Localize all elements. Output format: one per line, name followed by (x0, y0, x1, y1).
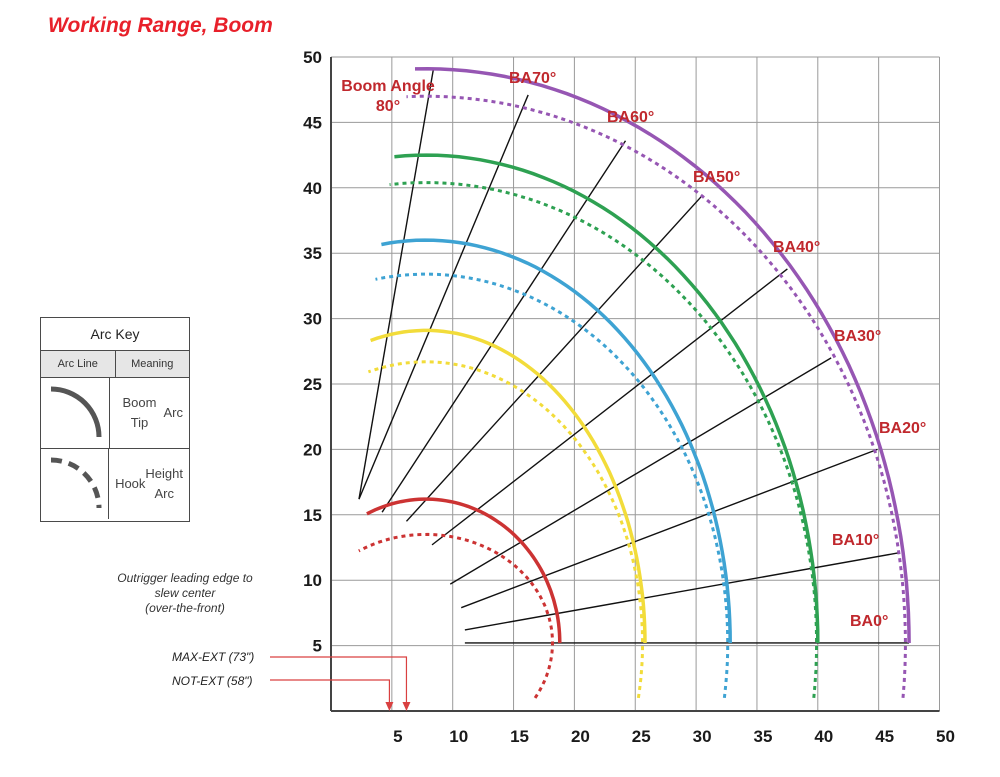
boom-angle-label: BA50° (693, 169, 740, 186)
x-tick-label: 30 (693, 727, 712, 746)
purple-hook-height-arc (406, 94, 907, 699)
boom-line (358, 69, 434, 500)
boom-tip-arc-label-2: Arc (163, 405, 184, 420)
arc-key-col-line: Arc Line (41, 351, 116, 377)
red-hook-height-arc (358, 532, 555, 699)
boom-angle-label: BA20° (879, 420, 926, 437)
y-tick-label: 15 (303, 506, 322, 525)
y-tick-label: 20 (303, 440, 322, 459)
x-tick-label: 45 (875, 727, 894, 746)
blue-hook-height-arc (375, 272, 730, 699)
axis-ticks: 5 10 15 20 25 30 35 40 45 50 5 10 15 20 25 30 35 40 45 50 (303, 48, 955, 746)
boom-angle-80-label: Boom Angle (341, 78, 435, 95)
outrigger-note-line-2: slew center (154, 586, 216, 600)
boom-angle-label: BA0° (850, 613, 888, 630)
boom-line (431, 268, 788, 546)
outrigger-note: Outrigger leading edge to slew center (o… (100, 571, 270, 616)
boom-line (449, 357, 832, 585)
max-ext-arrow-head (402, 702, 411, 711)
hook-height-arc-label-1: Hook (115, 476, 146, 491)
boom-lines (358, 69, 910, 644)
boom-line (464, 552, 900, 631)
max-ext-arrow-line (270, 656, 408, 704)
outrigger-note-line-3: (over-the-front) (145, 601, 225, 615)
not-ext-arrow-head (385, 702, 394, 711)
x-tick-label: 25 (632, 727, 651, 746)
arc-key-row-boom-tip: Boom Tip Arc (41, 378, 189, 449)
not-ext-label: NOT-EXT (58") (172, 674, 253, 688)
x-tick-label: 15 (510, 727, 529, 746)
arc-key-col-meaning: Meaning (131, 358, 174, 370)
arc-key-title: Arc Key (41, 318, 189, 351)
x-tick-label: 20 (571, 727, 590, 746)
x-tick-label: 10 (449, 727, 468, 746)
boom-line (460, 448, 878, 609)
not-ext-arrow-line (270, 679, 391, 704)
arc-key-header: Arc Line Meaning (41, 351, 189, 378)
boom-angle-label: BA60° (607, 109, 654, 126)
hook-height-arc-label-2: Height Arc (145, 466, 183, 501)
boom-angle-label: BA40° (773, 239, 820, 256)
y-tick-label: 45 (303, 113, 322, 132)
red-boom-tip-arc (366, 497, 562, 644)
purple-boom-tip-arc (414, 67, 911, 644)
x-tick-label: 5 (393, 727, 402, 746)
boom-angle-label: BA30° (834, 328, 881, 345)
yellow-hook-height-arc (367, 360, 644, 699)
solid-arc-icon (41, 378, 110, 448)
dashed-arc-icon (41, 449, 110, 519)
green-boom-tip-arc (394, 153, 820, 644)
extension-markers (270, 656, 411, 711)
arc-key: Arc Key Arc Line Meaning Boom Tip Arc Ho… (40, 317, 190, 522)
y-tick-label: 30 (303, 310, 322, 329)
boom-angle-label: BA10° (832, 532, 879, 549)
y-tick-label: 10 (303, 571, 322, 590)
boom-tip-arc-label-1: Boom Tip (122, 395, 157, 430)
yellow-boom-tip-arc (370, 328, 647, 644)
boom-angle-labels: BA0° BA10° BA20° BA30° BA40° BA50° BA60° BA70° B… (341, 70, 926, 630)
x-tick-label: 50 (936, 727, 955, 746)
x-tick-label: 40 (814, 727, 833, 746)
range-arcs (358, 67, 911, 699)
arc-key-row-hook-height: Hook Height Arc (41, 449, 189, 519)
y-tick-label: 50 (303, 48, 322, 67)
arc-key-meaning: Boom Tip Arc (110, 378, 190, 448)
y-tick-label: 25 (303, 375, 322, 394)
blue-boom-tip-arc (381, 238, 732, 644)
boom-line (381, 140, 627, 513)
outrigger-note-line-1: Outrigger leading edge to (117, 571, 253, 585)
y-tick-label: 40 (303, 179, 322, 198)
arc-key-meaning: Hook Height Arc (109, 449, 189, 519)
boom-angle-80-label: 80° (376, 98, 400, 115)
max-ext-label: MAX-EXT (73") (172, 650, 255, 664)
boom-angle-label: BA70° (509, 70, 556, 87)
y-tick-label: 5 (313, 637, 322, 656)
x-tick-label: 35 (753, 727, 772, 746)
page-title: Working Range, Boom (48, 14, 273, 37)
boom-line (405, 196, 702, 522)
y-tick-label: 35 (303, 244, 322, 263)
green-hook-height-arc (389, 181, 819, 699)
